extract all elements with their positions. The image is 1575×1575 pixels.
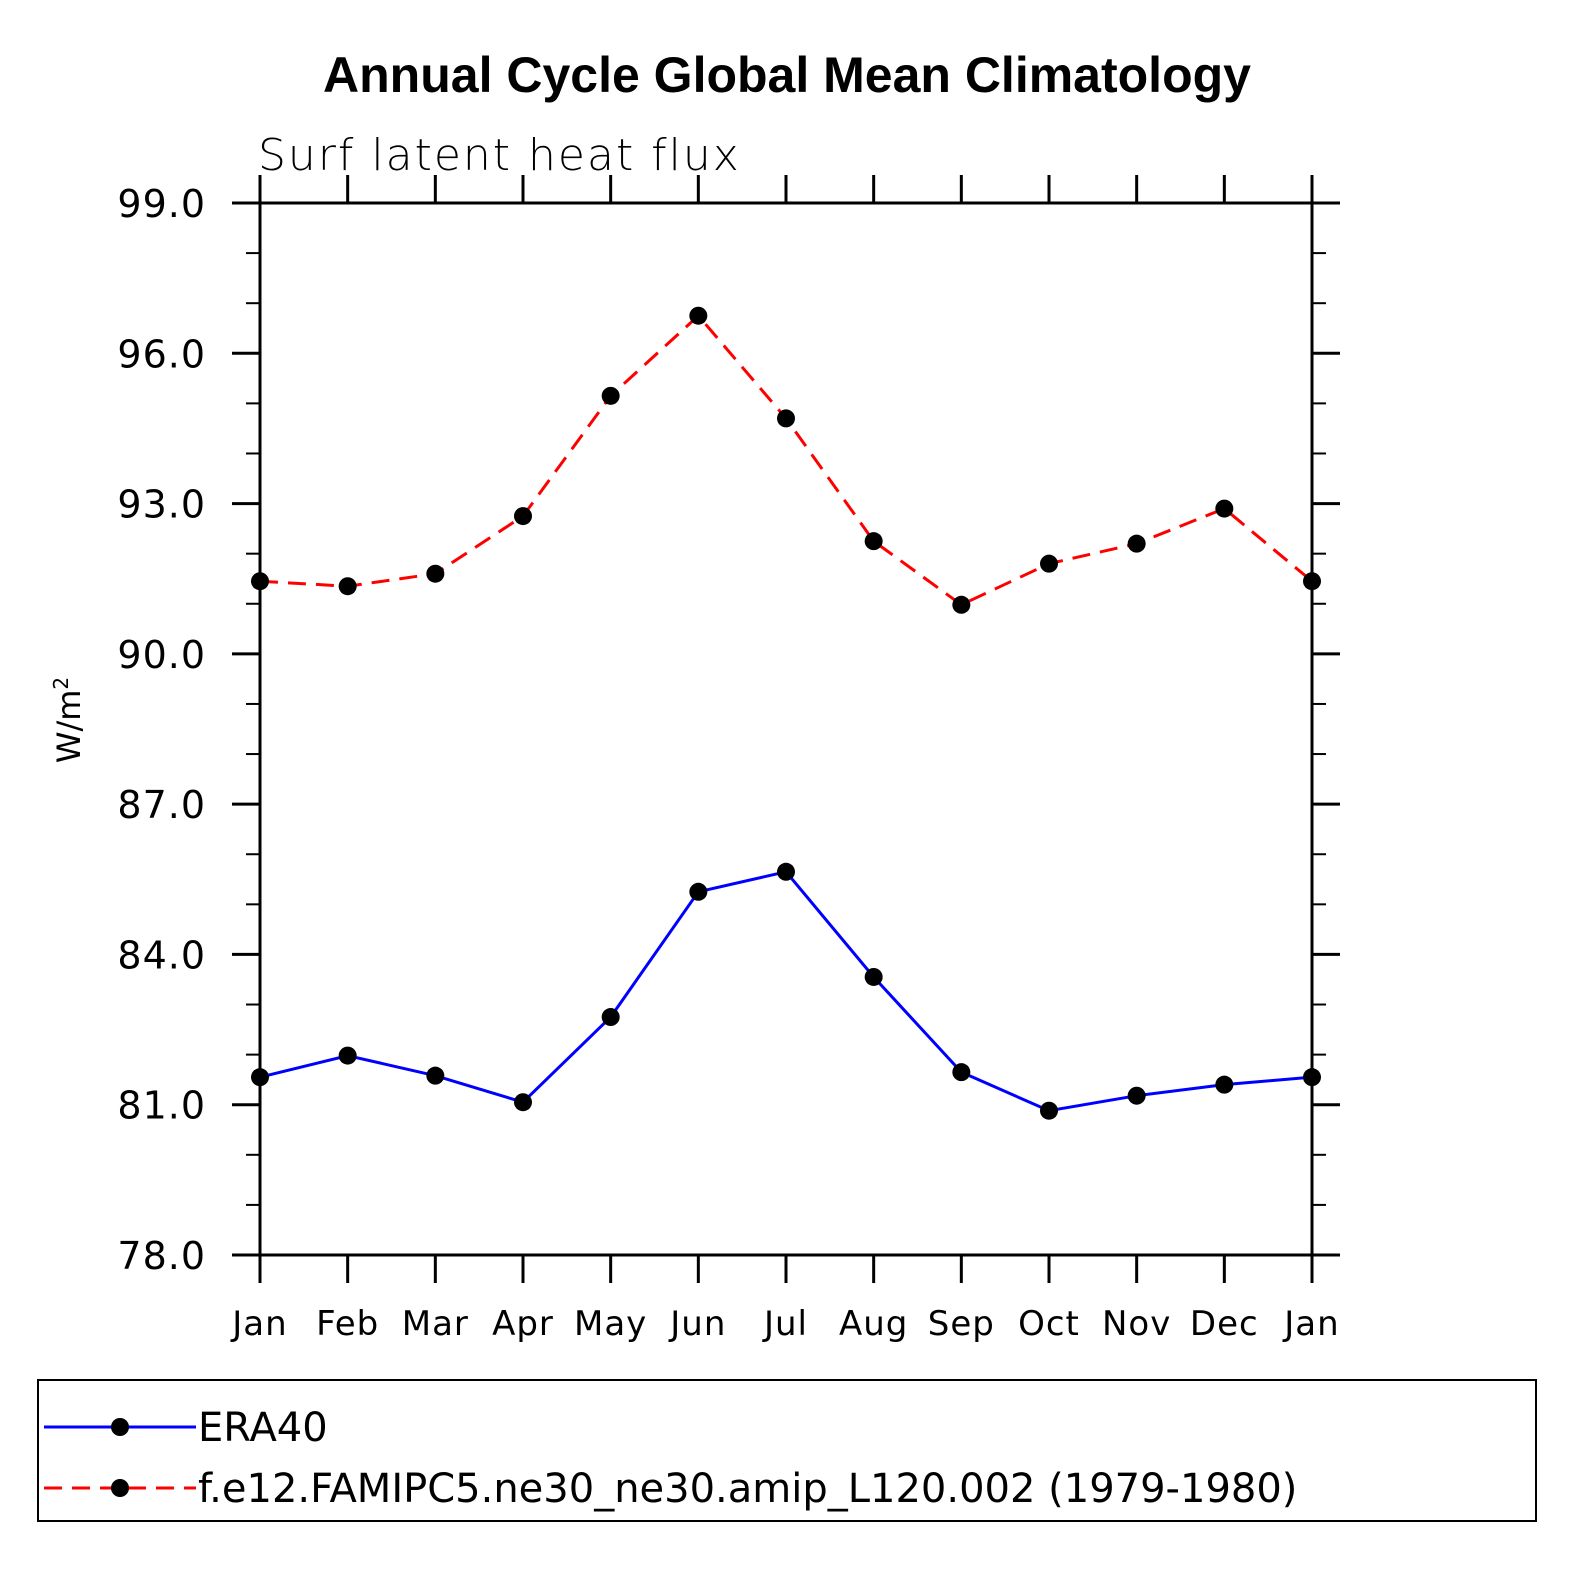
x-tick-label: Feb (316, 1304, 379, 1344)
data-point (338, 1046, 357, 1065)
series-line-1 (259, 313, 1313, 607)
chart-title: Annual Cycle Global Mean Climatology (323, 47, 1251, 103)
x-tick-label: May (574, 1304, 647, 1344)
legend: ERA40 f.e12.FAMIPC5.ne30_ne30.amip_L120.0… (44, 1405, 1297, 1512)
data-point (952, 595, 971, 614)
data-point (864, 532, 883, 551)
x-tick-label: Jan (1282, 1304, 1339, 1344)
data-point (689, 306, 708, 325)
y-tick-label: 99.0 (117, 182, 206, 226)
legend-box (37, 1379, 1537, 1522)
y-tick-label: 96.0 (117, 332, 206, 376)
x-tick-label: Oct (1018, 1304, 1080, 1344)
x-tick-label: Jul (762, 1304, 808, 1344)
data-point (601, 1008, 620, 1027)
y-tick-label: 81.0 (117, 1084, 206, 1128)
data-point (1303, 1068, 1321, 1087)
x-tick-label: Sep (928, 1304, 995, 1344)
x-tick-label: Mar (402, 1304, 469, 1344)
data-point (1040, 554, 1058, 573)
data-point (689, 882, 708, 901)
data-point (1040, 1101, 1058, 1120)
data-point (338, 577, 357, 596)
data-point (1215, 499, 1234, 518)
y-tick-label: 87.0 (117, 783, 206, 827)
y-tick-label: 90.0 (117, 633, 206, 677)
series-layer (251, 306, 1321, 1120)
data-point (514, 1093, 532, 1112)
data-point (251, 1068, 269, 1087)
x-tick-label: Apr (492, 1304, 554, 1344)
data-point (426, 564, 445, 583)
series-line-0 (259, 870, 1313, 1113)
y-axis-label-text: W/m2 (49, 677, 88, 763)
x-tick-label: Jun (668, 1304, 726, 1344)
x-tick-label: Nov (1102, 1304, 1171, 1344)
y-tick-label: 84.0 (117, 933, 206, 977)
data-point (777, 409, 795, 428)
x-tick-label: Aug (839, 1304, 908, 1344)
data-point (1303, 572, 1321, 591)
data-point (601, 386, 620, 405)
legend-marker-0 (111, 1418, 129, 1436)
data-point (777, 862, 795, 881)
data-point (864, 967, 883, 986)
data-point (426, 1066, 445, 1085)
data-point (1127, 1086, 1146, 1105)
data-point (1215, 1075, 1234, 1094)
legend-label-1: f.e12.FAMIPC5.ne30_ne30.amip_L120.002 (1… (198, 1466, 1297, 1512)
y-tick-label: 93.0 (117, 483, 206, 527)
data-point (251, 572, 269, 591)
legend-label-0: ERA40 (198, 1405, 328, 1451)
axes: 78.0 81.0 84.0 87.0 90.0 93.0 96.0 99.0 Jan Feb Ma… (117, 175, 1340, 1344)
x-tick-label: Jan (230, 1304, 287, 1344)
data-point (514, 507, 532, 526)
legend-marker-1 (111, 1479, 129, 1497)
x-tick-label: Dec (1190, 1304, 1259, 1344)
data-point (1127, 534, 1146, 553)
y-tick-label: 78.0 (117, 1234, 206, 1278)
data-point (952, 1063, 971, 1082)
chart-subtitle: Surf latent heat flux (258, 130, 741, 181)
y-axis-label: W/m2 (49, 677, 88, 763)
plot-frame (258, 201, 1314, 1257)
